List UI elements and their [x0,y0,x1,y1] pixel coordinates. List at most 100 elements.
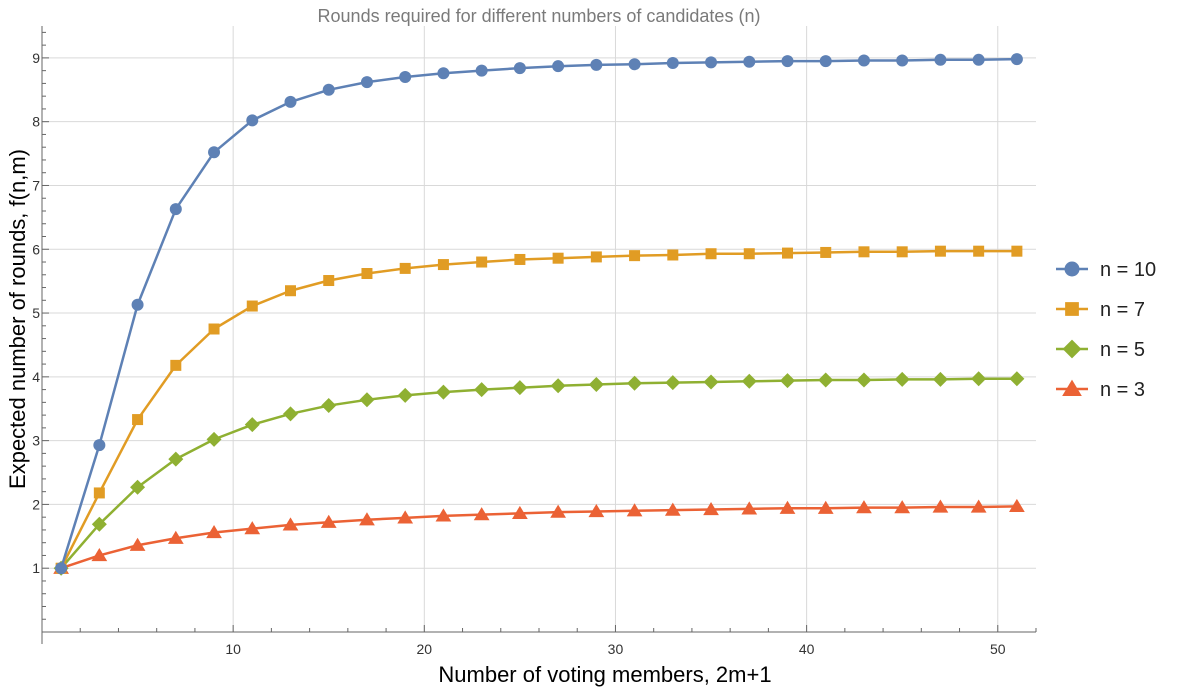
chart-title: Rounds required for different numbers of… [318,6,761,26]
data-point-triangle [1009,498,1025,512]
data-point-square [743,248,755,260]
data-point-diamond [703,374,719,390]
data-point-circle [705,56,718,69]
data-point-square [437,259,449,271]
data-point-triangle [359,512,375,526]
legend-label: n = 7 [1100,299,1145,321]
data-point-circle [246,114,259,127]
data-point-triangle [320,514,337,528]
series-line [60,377,1017,570]
data-point-square [170,359,182,371]
series-layer [53,53,1025,576]
data-point-circle [55,562,68,575]
data-point-triangle [664,502,681,516]
x-tick-label: 30 [608,641,624,657]
data-point-triangle [435,508,452,522]
data-point-square [896,246,908,258]
data-point-square [782,247,793,259]
data-point-square [246,300,258,312]
data-point-circle [1064,261,1080,277]
data-point-square [552,252,564,264]
data-point-diamond [512,380,528,396]
data-point-circle [437,67,450,80]
data-point-square [132,414,144,426]
data-point-diamond [435,384,451,400]
data-point-diamond [91,516,107,532]
data-point-square [934,245,946,257]
series-line [60,505,1017,570]
data-point-circle [857,54,870,67]
grid [42,26,1036,632]
data-point-diamond [780,373,795,389]
axes: 10 20 30 40 50 1 2 3 4 5 6 7 8 9 [32,26,1037,657]
data-point-circle [513,62,526,75]
y-tick-label: 5 [32,305,40,321]
data-point-square [93,487,105,499]
data-point-square [399,262,411,274]
data-point-circle [743,55,756,68]
data-point-triangle [206,524,222,539]
data-point-diamond [283,406,298,422]
data-point-diamond [130,479,146,495]
data-point-diamond [321,398,337,414]
data-point-triangle [817,500,834,514]
data-point-triangle [626,503,643,517]
data-point-square [705,248,717,260]
data-point-diamond [550,378,566,394]
series-group [55,53,1023,575]
data-point-circle [628,58,641,71]
data-point-circle [131,298,144,311]
data-point-circle [475,64,488,77]
data-point-diamond [894,371,910,387]
data-point-circle [934,53,947,66]
data-point-diamond [932,371,948,387]
data-point-triangle [1062,379,1082,397]
data-point-triangle [129,537,146,551]
data-point-diamond [1009,371,1025,387]
data-point-diamond [168,451,184,467]
data-point-triangle [167,530,184,544]
legend-item: n = 3 [1056,379,1145,401]
y-axis-title: Expected number of rounds, f(n,m) [5,149,30,489]
legend-label: n = 10 [1100,259,1156,281]
data-point-triangle [932,499,949,513]
data-point-triangle [703,502,719,516]
data-point-circle [208,146,221,159]
y-tick-label: 7 [32,177,40,193]
data-point-triangle [970,499,987,513]
series-group [53,371,1025,576]
x-tick-label: 40 [799,641,815,657]
data-point-circle [284,95,297,108]
y-tick-label: 1 [32,560,40,576]
data-point-diamond [1062,339,1082,359]
data-point-square [820,246,832,258]
data-point-triangle [894,500,911,514]
y-tick-label: 3 [32,433,40,449]
data-point-diamond [244,417,260,433]
data-point-circle [93,439,106,452]
data-point-circle [399,71,412,84]
legend: n = 10 n = 7 n = 5 n = 3 [1056,259,1156,401]
data-point-square [361,268,373,280]
data-point-circle [666,56,679,69]
data-point-circle [169,203,182,216]
legend-item: n = 5 [1056,339,1145,361]
data-point-diamond [856,372,872,388]
y-tick-label: 4 [32,369,40,385]
data-point-circle [552,60,565,73]
x-tick-label: 50 [990,641,1006,657]
data-point-square [667,249,679,261]
data-point-circle [972,53,985,66]
data-point-diamond [359,392,375,408]
data-point-circle [590,58,603,71]
data-point-diamond [627,375,643,391]
data-point-triangle [856,500,872,514]
data-point-triangle [244,521,261,535]
legend-label: n = 5 [1100,339,1145,361]
x-tick-label: 20 [417,641,433,657]
data-point-diamond [474,382,490,398]
data-point-square [590,251,602,263]
data-point-circle [360,76,373,89]
x-axis-title: Number of voting members, 2m+1 [438,662,771,687]
